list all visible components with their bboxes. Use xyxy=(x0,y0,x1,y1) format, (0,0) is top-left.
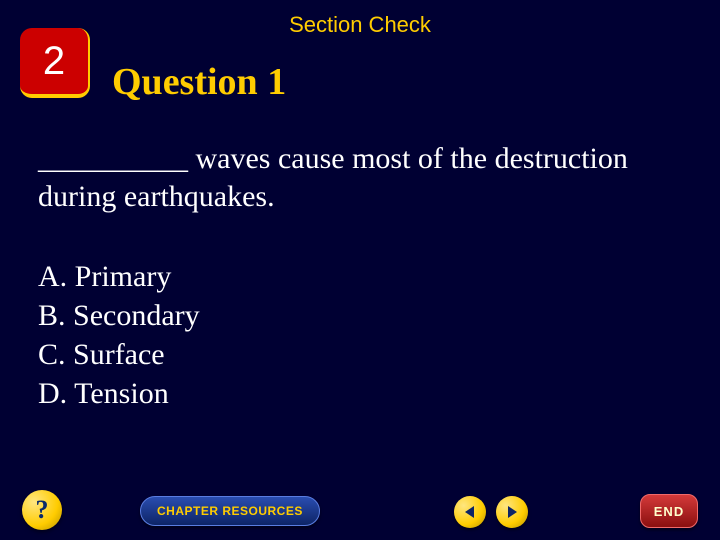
chapter-resources-button[interactable]: CHAPTER RESOURCES xyxy=(140,496,320,526)
answer-list: A. Primary B. Secondary C. Surface D. Te… xyxy=(38,257,658,413)
triangle-left-icon xyxy=(463,505,477,519)
help-button[interactable]: ? xyxy=(22,490,62,530)
answer-text: Tension xyxy=(74,377,169,410)
answer-letter: B. xyxy=(38,299,66,332)
question-title: Question 1 xyxy=(112,60,286,104)
answer-option[interactable]: B. Secondary xyxy=(38,296,658,335)
header-title: Section Check xyxy=(0,12,720,38)
answer-option[interactable]: A. Primary xyxy=(38,257,658,296)
answer-letter: D. xyxy=(38,377,67,410)
answer-text: Surface xyxy=(73,338,165,371)
prev-button[interactable] xyxy=(454,496,486,528)
end-button[interactable]: END xyxy=(640,494,698,528)
triangle-right-icon xyxy=(505,505,519,519)
answer-letter: A. xyxy=(38,260,67,293)
chapter-resources-label: CHAPTER RESOURCES xyxy=(157,504,303,518)
question-stem: __________ waves cause most of the destr… xyxy=(38,140,658,215)
answer-letter: C. xyxy=(38,338,66,371)
nav-group xyxy=(454,496,528,528)
section-tab: 2 xyxy=(20,28,90,98)
section-number: 2 xyxy=(43,39,65,84)
answer-text: Secondary xyxy=(73,299,200,332)
answer-option[interactable]: D. Tension xyxy=(38,374,658,413)
footer: ? CHAPTER RESOURCES END xyxy=(0,484,720,540)
answer-option[interactable]: C. Surface xyxy=(38,335,658,374)
answer-text: Primary xyxy=(75,260,172,293)
next-button[interactable] xyxy=(496,496,528,528)
help-icon: ? xyxy=(36,495,49,525)
end-label: END xyxy=(654,504,684,519)
question-body: __________ waves cause most of the destr… xyxy=(38,140,658,413)
